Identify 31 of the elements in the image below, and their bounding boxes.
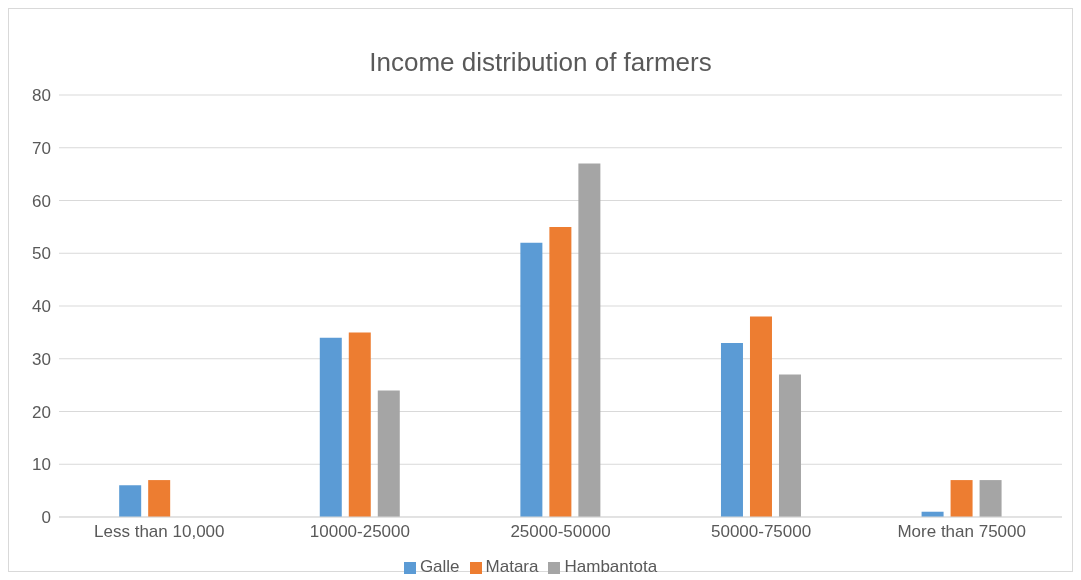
legend-label: Hambantota bbox=[564, 557, 658, 576]
x-tick-label: 25000-50000 bbox=[510, 522, 611, 542]
bar bbox=[148, 480, 171, 517]
x-tick-label: More than 75000 bbox=[897, 522, 1026, 542]
x-tick-label: Less than 10,000 bbox=[94, 522, 225, 542]
x-tick-label: 10000-25000 bbox=[309, 522, 411, 542]
y-tick-label: 10 bbox=[32, 455, 51, 475]
bar bbox=[319, 337, 342, 517]
bar bbox=[979, 480, 1002, 517]
legend-label: Matara bbox=[485, 557, 539, 576]
bar bbox=[720, 342, 743, 517]
bar bbox=[119, 485, 142, 517]
bar bbox=[749, 316, 772, 517]
y-tick-label: 70 bbox=[32, 138, 51, 158]
bar bbox=[377, 390, 400, 517]
bar bbox=[778, 374, 801, 517]
x-tick-label: 50000-75000 bbox=[710, 522, 812, 542]
y-tick-label: 30 bbox=[32, 349, 51, 369]
bar bbox=[950, 480, 973, 517]
bar bbox=[549, 226, 572, 517]
y-tick-label: 40 bbox=[32, 297, 51, 317]
y-tick-label: 20 bbox=[32, 402, 51, 422]
legend-label: Galle bbox=[419, 557, 460, 576]
chart-title: Income distribution of farmers bbox=[368, 47, 713, 79]
y-tick-label: 50 bbox=[32, 244, 51, 264]
bar bbox=[578, 163, 601, 517]
y-tick-label: 0 bbox=[41, 508, 51, 528]
bar bbox=[520, 242, 543, 517]
y-tick-label: 60 bbox=[32, 191, 51, 211]
bar bbox=[348, 332, 371, 517]
y-tick-label: 80 bbox=[32, 86, 51, 106]
